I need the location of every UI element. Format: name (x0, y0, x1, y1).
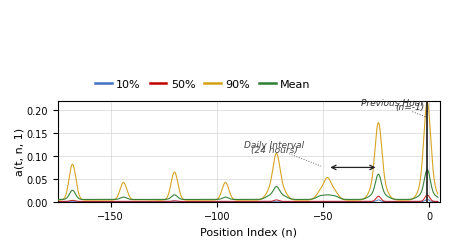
Text: Previous Hour: Previous Hour (361, 98, 424, 107)
Text: Daily Interval: Daily Interval (244, 141, 304, 149)
Y-axis label: a(t, n, 1): a(t, n, 1) (15, 128, 25, 176)
Text: (n=-1): (n=-1) (395, 103, 424, 112)
Text: (24 hours): (24 hours) (251, 145, 298, 154)
X-axis label: Position Index (n): Position Index (n) (200, 227, 297, 237)
Legend: 10%, 50%, 90%, Mean: 10%, 50%, 90%, Mean (91, 75, 315, 94)
